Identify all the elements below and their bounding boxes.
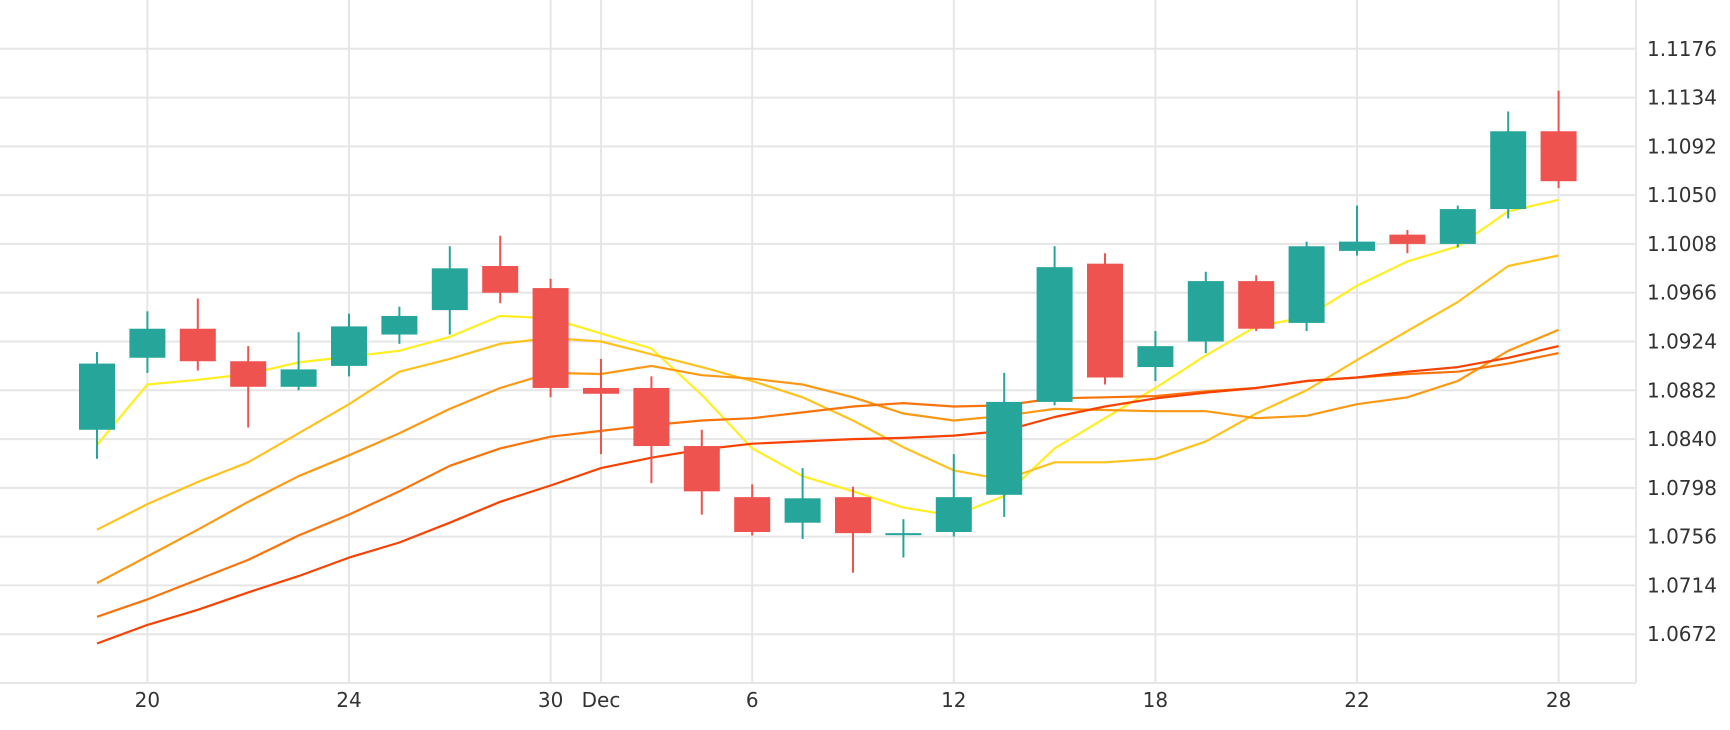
candle	[1087, 253, 1123, 385]
candle-body	[532, 288, 569, 388]
candle	[179, 298, 216, 371]
x-tick-label: 28	[1546, 688, 1571, 712]
candle-body	[1540, 131, 1577, 182]
candle	[1540, 90, 1577, 189]
x-tick-label: 12	[941, 688, 966, 712]
candle-body	[482, 265, 519, 293]
x-tick-label: Dec	[582, 688, 621, 712]
candle	[230, 346, 267, 428]
candle-body	[1288, 246, 1325, 323]
candle-body	[1389, 234, 1426, 244]
candle	[431, 246, 468, 335]
candle-body	[935, 497, 972, 532]
y-tick-label: 1.1134	[1647, 86, 1717, 110]
x-tick-label: 18	[1143, 688, 1168, 712]
candle	[1288, 241, 1325, 332]
y-tick-label: 1.0756	[1647, 525, 1717, 549]
candle-body	[79, 363, 115, 430]
candle	[1389, 229, 1426, 254]
candle	[1490, 111, 1527, 219]
candle	[79, 351, 115, 459]
ma-line-4	[96, 352, 1559, 618]
y-tick-label: 1.0714	[1647, 573, 1717, 597]
candle	[633, 376, 670, 484]
candle-body	[734, 497, 771, 532]
y-tick-label: 1.0882	[1647, 378, 1717, 402]
ma-line-3	[96, 328, 1560, 585]
candle-body	[431, 268, 468, 311]
candle	[482, 235, 519, 304]
candle-body	[1087, 263, 1123, 378]
candle-body	[583, 387, 619, 394]
candles	[79, 90, 1577, 573]
candle	[1187, 271, 1224, 354]
x-tick-label: 22	[1344, 688, 1369, 712]
candle	[1137, 331, 1174, 381]
candle-body	[1339, 241, 1375, 251]
candle-body	[179, 328, 216, 362]
y-tick-label: 1.0840	[1647, 427, 1717, 451]
candle	[835, 486, 871, 573]
candle	[583, 358, 619, 455]
x-tick-label: 30	[538, 688, 563, 712]
candle	[1036, 246, 1073, 406]
candle	[935, 454, 972, 537]
candle-body	[230, 361, 267, 387]
candle	[331, 313, 367, 377]
candle-body	[986, 401, 1023, 495]
candle-body	[381, 315, 418, 335]
x-tick-label: 24	[336, 688, 361, 712]
candle-body	[885, 533, 922, 536]
x-tick-label: 6	[746, 688, 759, 712]
moving-average-lines	[96, 198, 1560, 645]
candle-body	[331, 326, 367, 366]
candle	[986, 372, 1023, 517]
y-tick-label: 1.0798	[1647, 476, 1717, 500]
y-tick-label: 1.0672	[1647, 622, 1717, 646]
candle	[381, 306, 418, 344]
candle	[784, 468, 821, 539]
candle	[129, 311, 166, 373]
candle-body	[835, 497, 871, 534]
candle	[1439, 205, 1476, 248]
candle-body	[280, 369, 317, 387]
candle	[532, 278, 569, 398]
candle-body	[633, 387, 670, 447]
candle-body	[784, 498, 821, 523]
candle-body	[129, 328, 166, 358]
y-tick-label: 1.0966	[1647, 281, 1717, 305]
candle	[885, 519, 922, 558]
candle-body	[1187, 281, 1224, 342]
y-tick-label: 1.1092	[1647, 134, 1717, 158]
candle	[280, 332, 317, 391]
y-tick-label: 1.1176	[1647, 37, 1717, 61]
y-axis-labels: 1.0672 1.0714 1.0756 1.0798 1.0840 1.0882 1.09…	[1647, 37, 1717, 646]
candle-body	[1439, 209, 1476, 244]
candle	[1339, 205, 1375, 256]
x-axis-labels: 20 24 30 Dec 6 12 18 22 28	[135, 688, 1572, 712]
y-tick-label: 1.1008	[1647, 232, 1717, 256]
candle-body	[683, 446, 720, 492]
candle-body	[1137, 346, 1174, 368]
candle	[1238, 275, 1275, 332]
candle-body	[1238, 281, 1275, 329]
ma-line-5	[96, 345, 1559, 645]
y-tick-label: 1.1050	[1647, 183, 1717, 207]
x-tick-label: 20	[135, 688, 160, 712]
y-tick-label: 1.0924	[1647, 330, 1717, 354]
candle	[683, 429, 720, 515]
candle	[734, 484, 771, 536]
candle-body	[1036, 267, 1073, 402]
candle-body	[1490, 131, 1527, 210]
